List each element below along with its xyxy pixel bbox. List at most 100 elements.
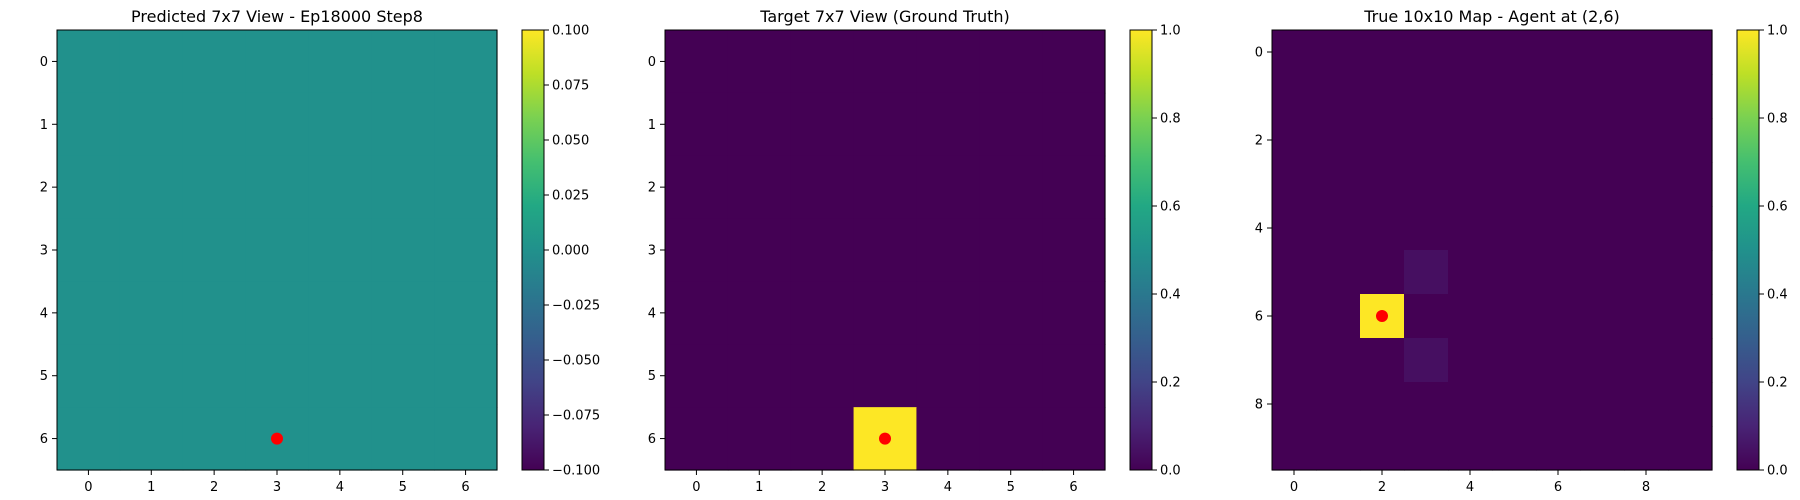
colorbar-tick-label: −0.100: [552, 464, 600, 479]
x-tick-label: 2: [818, 480, 826, 495]
colorbar-tick-label: 0.6: [1160, 200, 1181, 215]
heatmap-cell: [979, 30, 1043, 94]
heatmap-cell: [1272, 30, 1317, 75]
heatmap-cell: [1404, 30, 1449, 75]
colorbar-tick-label: 0.025: [552, 189, 589, 204]
heatmap-cell: [853, 30, 918, 94]
heatmap-cell: [979, 407, 1043, 471]
heatmap-cell: [1360, 250, 1405, 295]
heatmap-cell: [727, 281, 792, 345]
x-tick-label: 4: [944, 480, 952, 495]
agent-marker: [879, 432, 891, 445]
heatmap-cell: [790, 344, 855, 408]
x-tick-label: 8: [1642, 480, 1650, 495]
heatmap-cell: [1580, 162, 1625, 207]
heatmap-cell: [119, 155, 184, 220]
x-tick-label: 0: [84, 480, 92, 495]
colorbar-tick-label: 0.6: [1767, 200, 1788, 215]
heatmap-cell: [1404, 74, 1449, 119]
heatmap-cell: [916, 155, 980, 220]
heatmap-cell: [119, 218, 184, 283]
heatmap-cell: [1042, 344, 1106, 408]
heatmap-cell: [1536, 338, 1581, 383]
chart-title: Predicted 7x7 View - Ep18000 Step8: [131, 7, 423, 26]
heatmap-cell: [57, 407, 121, 471]
heatmap-cell: [1624, 206, 1669, 251]
y-tick-label: 0: [1255, 46, 1263, 61]
colorbar-gradient: [1129, 29, 1153, 471]
x-tick-label: 4: [1466, 480, 1474, 495]
heatmap-cell: [57, 30, 121, 94]
heatmap-cell: [1536, 382, 1581, 427]
heatmap-cell: [1492, 338, 1537, 383]
agent-marker: [1376, 310, 1388, 322]
heatmap-cell: [182, 407, 247, 471]
heatmap-cell: [1624, 162, 1669, 207]
heatmap-cell: [1404, 338, 1449, 383]
heatmap-cell: [1668, 118, 1713, 163]
y-tick-label: 4: [1255, 222, 1263, 237]
heatmap-cell: [1536, 294, 1581, 339]
heatmap-cell: [434, 155, 498, 220]
heatmap-cell: [1668, 426, 1713, 471]
heatmap-cell: [1042, 92, 1106, 157]
heatmap-cell: [1404, 206, 1449, 251]
colorbar-tick-label: 1.0: [1767, 24, 1788, 39]
colorbar-tick-label: 0.0: [1160, 464, 1181, 479]
heatmap-cell: [727, 155, 792, 220]
heatmap-cell: [1404, 382, 1449, 427]
heatmap-cell: [1448, 162, 1493, 207]
heatmap-cell: [1668, 30, 1713, 75]
colorbar-tick-label: 0.075: [552, 79, 589, 94]
heatmap-cell: [1624, 338, 1669, 383]
heatmap-cell: [1360, 118, 1405, 163]
agent-marker: [271, 432, 283, 445]
heatmap-cell: [434, 92, 498, 157]
heatmap-cell: [1272, 382, 1317, 427]
heatmap-cell: [308, 344, 372, 408]
heatmap-cell: [1316, 426, 1361, 471]
heatmap-cell: [1272, 162, 1317, 207]
heatmap-cell: [1448, 426, 1493, 471]
heatmap-cells: [57, 30, 498, 471]
colorbar-tick-label: 0.100: [552, 24, 589, 39]
heatmap-cell: [1624, 382, 1669, 427]
x-tick-label: 2: [1378, 480, 1386, 495]
colorbar-tick-label: 0.2: [1767, 376, 1788, 391]
heatmap-cell: [182, 92, 247, 157]
y-tick-label: 4: [40, 306, 48, 321]
heatmap-cell: [1316, 118, 1361, 163]
heatmap-cell: [1624, 118, 1669, 163]
heatmap-cell: [916, 92, 980, 157]
y-tick-label: 4: [648, 306, 656, 321]
heatmap-cell: [308, 218, 372, 283]
heatmap-cell: [1448, 30, 1493, 75]
colorbar-tick-label: −0.050: [552, 354, 600, 369]
heatmap-cell: [1042, 407, 1106, 471]
heatmap-cell: [371, 218, 435, 283]
heatmap-cell: [182, 30, 247, 94]
panel-target-view: Target 7x7 View (Ground Truth) 0 1 2 3 4 5 6 0 1…: [648, 7, 1181, 495]
colorbar: 1.0 0.8 0.6 0.4 0.2 0.0: [1129, 24, 1181, 479]
heatmap-cell: [1492, 382, 1537, 427]
heatmap-cell: [727, 218, 792, 283]
heatmap-cell: [1360, 206, 1405, 251]
y-tick-label: 6: [40, 432, 48, 447]
x-tick-label: 3: [273, 480, 281, 495]
heatmap-cell: [1448, 206, 1493, 251]
heatmap-cell: [790, 218, 855, 283]
colorbar: 0.100 0.075 0.050 0.025 0.000 −0.025 −0.050 −0.…: [521, 24, 600, 479]
heatmap-cell: [665, 30, 729, 94]
heatmap-cell: [57, 344, 121, 408]
heatmap-cell: [182, 218, 247, 283]
heatmap-cell: [1580, 74, 1625, 119]
heatmap-cell: [371, 92, 435, 157]
heatmap-cell: [790, 155, 855, 220]
heatmap-cell: [1042, 155, 1106, 220]
heatmap-cell: [1580, 30, 1625, 75]
heatmap-cells: [1272, 30, 1713, 471]
heatmap-cell: [1316, 162, 1361, 207]
heatmap-cell: [1668, 250, 1713, 295]
heatmap-cell: [308, 407, 372, 471]
heatmap-cell: [727, 344, 792, 408]
